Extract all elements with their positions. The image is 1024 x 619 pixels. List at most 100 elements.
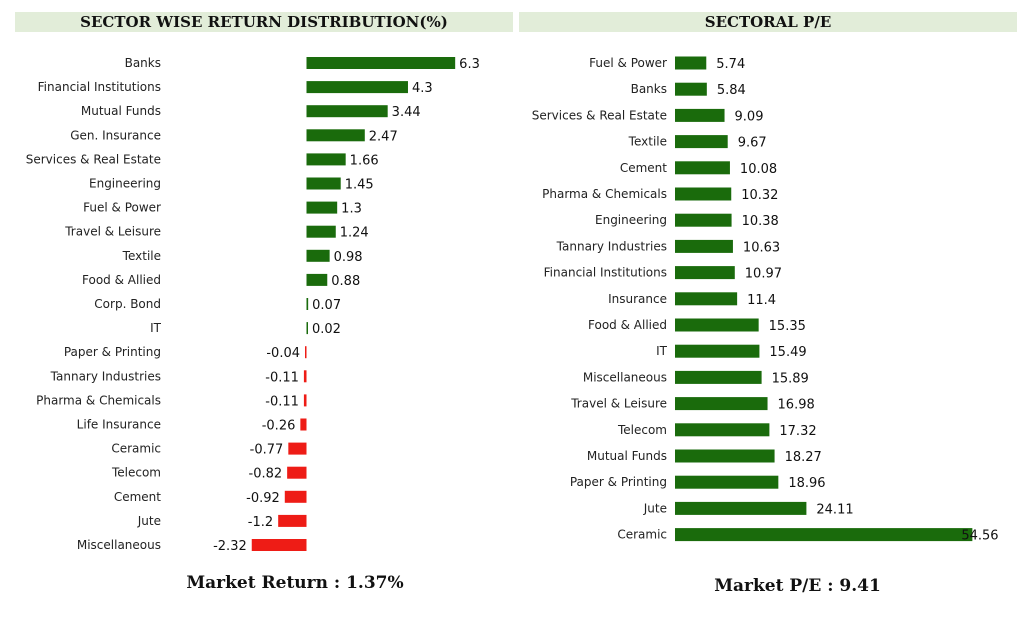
- category-label: Tannary Industries: [50, 369, 161, 383]
- positive-bar: [306, 322, 308, 335]
- value-label: -0.26: [262, 419, 296, 434]
- return-bar-chart: Banks 6.3 Financial Institutions 4.3 Mutual …: [26, 56, 480, 554]
- value-label: 9.67: [738, 136, 767, 151]
- category-label: Fuel & Power: [83, 201, 161, 215]
- positive-bar: [306, 225, 336, 238]
- category-label: Ceramic: [617, 528, 667, 542]
- value-label: -1.2: [248, 515, 273, 530]
- pe-bar: [675, 239, 733, 253]
- category-label: Jute: [137, 514, 161, 528]
- value-label: 17.32: [779, 424, 816, 439]
- category-label: Textile: [122, 249, 161, 263]
- pe-bar: [675, 370, 762, 384]
- category-label: Corp. Bond: [94, 297, 161, 311]
- value-label: 18.27: [785, 450, 822, 465]
- positive-bar: [306, 129, 365, 142]
- negative-bar: [303, 370, 307, 383]
- value-label: 11.4: [747, 293, 776, 308]
- pe-bar: [675, 82, 707, 96]
- positive-bar: [306, 273, 328, 286]
- pe-bar: [675, 266, 735, 280]
- category-label: Services & Real Estate: [26, 152, 161, 166]
- value-label: 18.96: [788, 476, 825, 491]
- value-label: 0.88: [331, 274, 360, 289]
- negative-bar: [278, 514, 307, 527]
- pe-bar: [675, 161, 730, 175]
- value-label: 0.07: [312, 298, 341, 313]
- value-label: 15.49: [769, 345, 806, 360]
- pe-bar: [675, 108, 725, 122]
- positive-bar: [306, 105, 388, 118]
- pe-bar: [675, 397, 768, 411]
- category-label: Travel & Leisure: [64, 225, 161, 239]
- value-label: 0.98: [334, 250, 363, 265]
- return-distribution-panel: SECTOR WISE RETURN DISTRIBUTION(%) Banks…: [15, 12, 513, 593]
- pe-bar-chart: Fuel & Power 5.74 Banks 5.84 Services & Real…: [532, 56, 999, 544]
- category-label: Jute: [643, 501, 667, 515]
- value-label: 15.35: [769, 319, 806, 334]
- category-label: Textile: [628, 135, 667, 149]
- category-label: Financial Institutions: [544, 266, 667, 280]
- value-label: 10.38: [742, 214, 779, 229]
- pe-bar: [675, 344, 760, 358]
- positive-bar: [306, 298, 309, 310]
- positive-bar: [306, 177, 341, 190]
- value-label: 16.98: [778, 398, 815, 413]
- negative-bar: [287, 466, 307, 479]
- positive-bar: [306, 81, 408, 94]
- pe-bar: [675, 423, 770, 437]
- category-label: Engineering: [89, 177, 161, 191]
- category-label: Pharma & Chemicals: [36, 393, 161, 407]
- category-label: Life Insurance: [77, 418, 161, 432]
- value-label: -2.32: [213, 539, 247, 554]
- category-label: Food & Allied: [82, 273, 161, 287]
- value-label: 10.08: [740, 162, 777, 177]
- pe-bar: [675, 501, 807, 515]
- positive-bar: [306, 249, 330, 262]
- value-label: 24.11: [816, 502, 853, 517]
- value-label: -0.11: [265, 370, 299, 385]
- value-label: 10.32: [741, 188, 778, 203]
- category-label: Miscellaneous: [583, 370, 667, 384]
- sectoral-pe-panel: SECTORAL P/E Fuel & Power 5.74 Banks 5.84 Se…: [518, 0, 1024, 619]
- category-label: Banks: [631, 82, 667, 96]
- value-label: 1.45: [345, 178, 374, 193]
- pe-bar: [675, 292, 738, 306]
- positive-bar: [306, 153, 346, 166]
- negative-bar: [305, 346, 307, 359]
- value-label: 9.09: [735, 109, 764, 124]
- value-label: 2.47: [369, 129, 398, 144]
- positive-bar: [306, 57, 456, 69]
- value-label: -0.82: [249, 467, 283, 482]
- category-label: Financial Institutions: [38, 80, 161, 94]
- value-label: -0.92: [246, 491, 280, 506]
- pe-bar: [675, 318, 759, 332]
- value-label: -0.11: [265, 394, 299, 409]
- value-label: 5.74: [716, 57, 745, 72]
- value-label: 10.97: [745, 267, 782, 282]
- category-label: Cement: [620, 161, 667, 175]
- value-label: 0.02: [312, 322, 341, 337]
- category-label: Gen. Insurance: [70, 128, 161, 142]
- pe-bar: [675, 449, 775, 463]
- category-label: Pharma & Chemicals: [542, 187, 667, 201]
- value-label: -0.04: [266, 346, 300, 361]
- value-label: 15.89: [772, 371, 809, 386]
- value-label: 3.44: [392, 105, 421, 120]
- category-label: Paper & Printing: [64, 345, 161, 359]
- category-label: Engineering: [595, 213, 667, 227]
- category-label: Ceramic: [111, 442, 161, 456]
- category-label: Telecom: [617, 423, 667, 437]
- value-label: 5.84: [717, 83, 746, 98]
- category-label: Food & Allied: [588, 318, 667, 332]
- category-label: Cement: [114, 490, 161, 504]
- negative-bar: [288, 442, 307, 455]
- negative-bar: [284, 490, 307, 503]
- pe-bar: [675, 135, 728, 149]
- value-label: 10.63: [743, 240, 780, 255]
- pe-bar: [675, 475, 779, 489]
- category-label: Tannary Industries: [556, 239, 667, 253]
- market-return-label: Market Return : 1.37%: [186, 573, 404, 593]
- value-label: 6.3: [459, 57, 480, 72]
- category-label: Mutual Funds: [587, 449, 667, 463]
